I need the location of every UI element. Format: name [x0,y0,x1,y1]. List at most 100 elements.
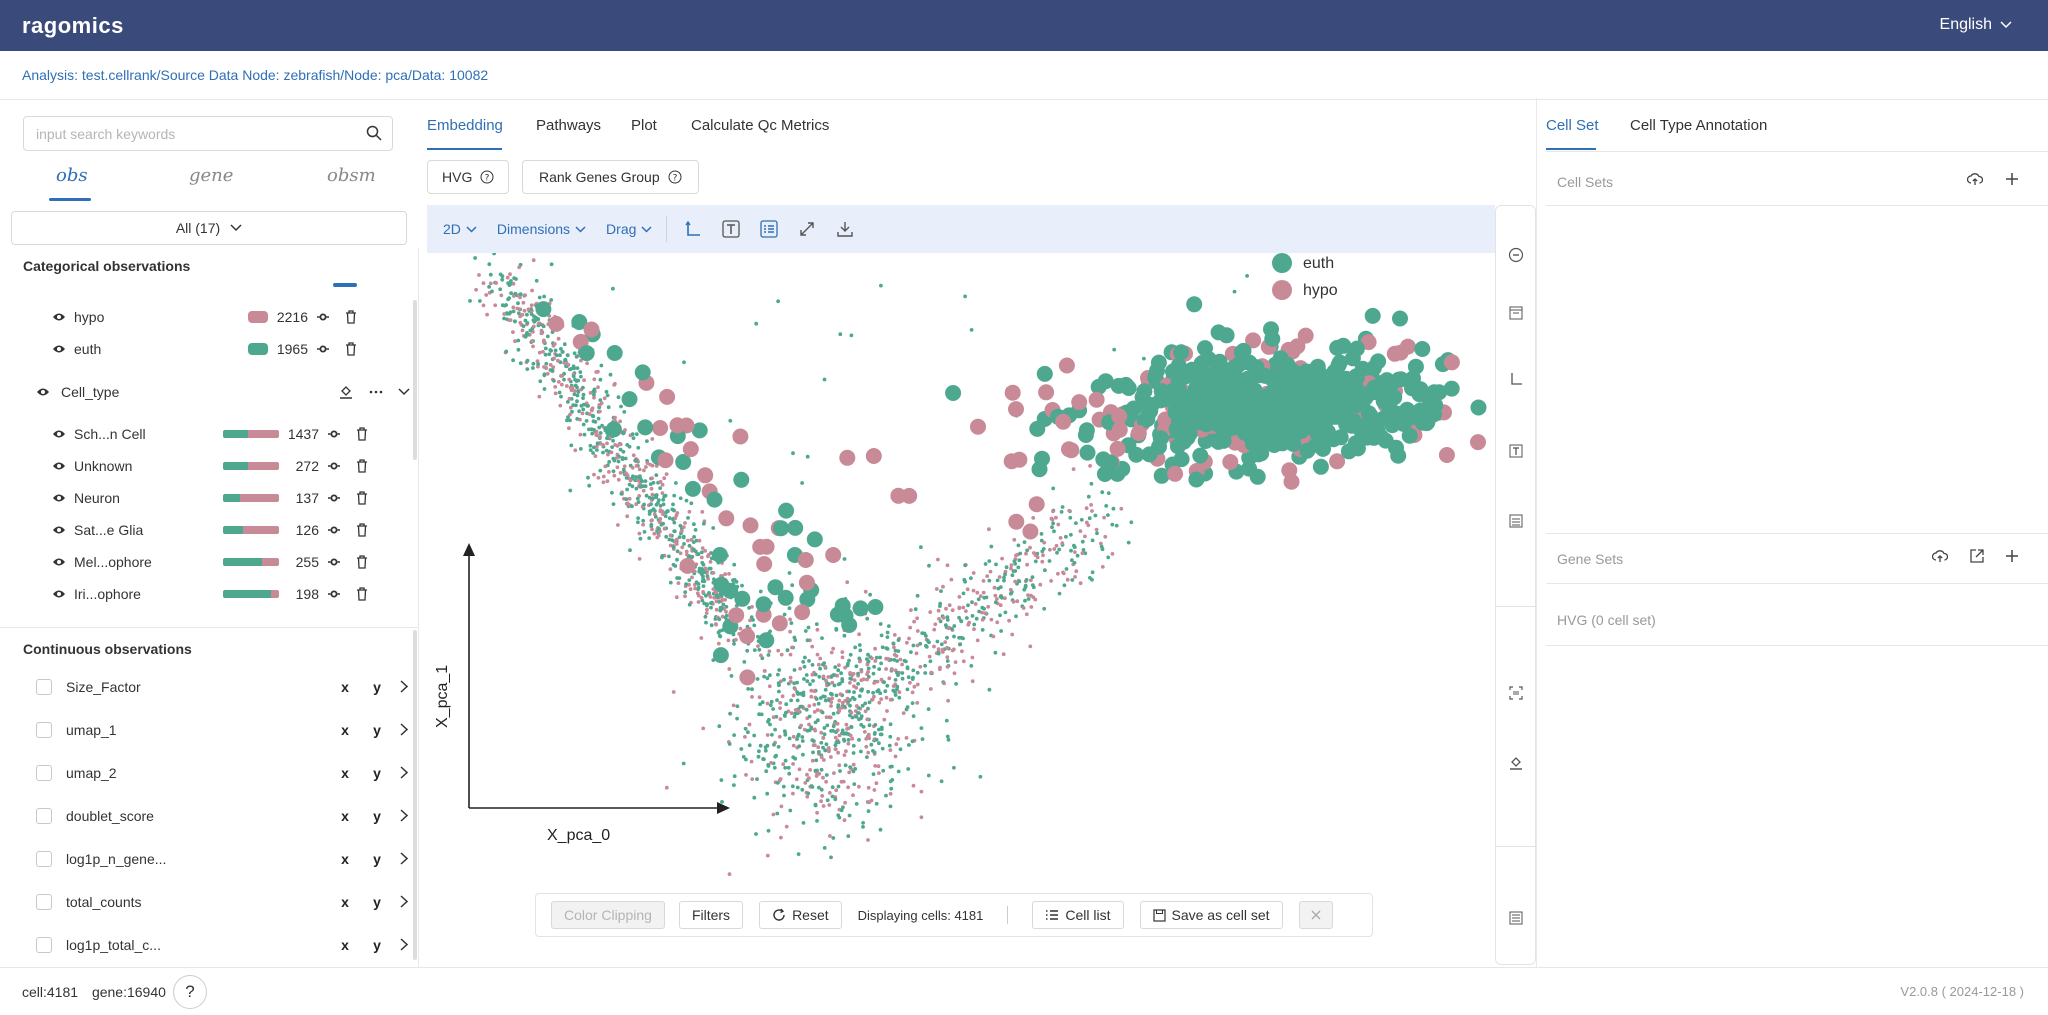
scrollbar[interactable] [413,630,417,960]
locate-icon[interactable] [312,338,334,360]
dimension-mode-dropdown[interactable]: 2D [443,221,477,237]
scrollbar[interactable] [413,300,417,460]
close-button[interactable] [1298,901,1333,929]
cell-type-row[interactable]: Sch...n Cell 1437 [52,418,397,450]
eye-icon[interactable] [52,557,74,567]
upload-cloud-icon[interactable] [1932,549,1948,563]
eye-icon[interactable] [52,493,74,503]
drag-mode-dropdown[interactable]: Drag [606,221,652,237]
continuous-row[interactable]: log1p_total_c... x y [36,923,416,966]
embedding-plot[interactable]: X_pca_0 X_pca_1 euth hypo [427,253,1495,965]
save-cell-set-button[interactable]: Save as cell set [1139,901,1283,929]
set-x-button[interactable]: x [341,764,349,781]
cell-type-row[interactable]: Neuron 137 [52,482,397,514]
more-icon[interactable] [365,381,387,403]
color-swatch[interactable] [248,311,268,323]
locate-icon[interactable] [323,583,345,602]
category-row[interactable]: euth 1965 [52,333,397,365]
eye-icon[interactable] [36,387,58,397]
cell-type-row[interactable]: Mel...ophore 255 [52,546,397,578]
filters-button[interactable]: Filters [678,901,744,929]
trash-icon[interactable] [351,551,373,573]
trash-icon[interactable] [351,455,373,477]
upload-cloud-icon[interactable] [1967,172,1983,186]
legend-icon[interactable] [1505,510,1527,532]
color-swatch[interactable] [248,343,268,355]
paint-bucket-icon[interactable] [335,381,357,403]
cell-type-row[interactable]: Unknown 272 [52,450,397,482]
group-cell-type[interactable]: Cell_type [36,376,416,408]
set-x-button[interactable]: x [341,850,349,867]
rank-genes-group-button[interactable]: Rank Genes Group ? [522,160,699,194]
text-label-icon[interactable] [719,217,743,241]
dimensions-dropdown[interactable]: Dimensions [497,221,586,237]
checkbox[interactable] [36,678,52,695]
legend-swatch-euth[interactable] [1272,253,1292,273]
set-y-button[interactable]: y [373,678,381,695]
checkbox[interactable] [36,893,52,910]
set-x-button[interactable]: x [341,678,349,695]
gene-set-item[interactable]: HVG (0 cell set) [1557,612,1656,628]
set-y-button[interactable]: y [373,893,381,910]
eye-icon[interactable] [52,525,74,535]
eye-icon[interactable] [52,312,74,322]
locate-icon[interactable] [312,306,334,328]
frame-icon[interactable] [1505,302,1527,324]
tab-pathways[interactable]: Pathways [536,117,602,134]
trash-icon[interactable] [351,487,373,509]
continuous-row[interactable]: total_counts x y [36,880,416,923]
chevron-right-icon[interactable] [393,719,415,741]
set-x-button[interactable]: x [341,721,349,738]
locate-icon[interactable] [323,423,345,445]
checkbox[interactable] [36,764,52,781]
tab-calculate-qc-metrics[interactable]: Calculate Qc Metrics [691,117,830,134]
chevron-down-icon[interactable] [393,381,415,403]
tab-gene[interactable]: gene [189,165,234,186]
tab-obsm[interactable]: obsm [327,165,376,186]
fit-view-icon[interactable] [1505,682,1527,704]
tab-embedding[interactable]: Embedding [427,117,503,134]
breadcrumb[interactable]: Analysis: test.cellrank/Source Data Node… [22,67,489,83]
eye-icon[interactable] [52,344,74,354]
paint-bucket-icon[interactable] [1505,752,1527,774]
observation-filter-select[interactable]: All (17) [11,211,407,245]
category-row[interactable]: hypo 2216 [52,301,397,333]
chevron-right-icon[interactable] [393,762,415,784]
chevron-right-icon[interactable] [393,848,415,870]
trash-icon[interactable] [351,423,373,445]
tab-cell-set[interactable]: Cell Set [1546,117,1599,134]
reset-button[interactable]: Reset [759,901,842,929]
cell-list-button[interactable]: Cell list [1032,901,1124,929]
search-icon[interactable] [366,125,382,141]
search-input[interactable] [24,117,344,150]
set-y-button[interactable]: y [373,936,381,953]
axis-icon[interactable] [1505,368,1527,390]
checkbox[interactable] [36,807,52,824]
help-circle-icon[interactable]: ? [668,170,682,184]
continuous-row[interactable]: Size_Factor x y [36,665,416,708]
cell-type-row[interactable]: Sat...e Glia 126 [52,514,397,546]
trash-icon[interactable] [351,519,373,541]
continuous-row[interactable]: doublet_score x y [36,794,416,837]
eye-icon[interactable] [52,589,74,599]
add-gene-set-icon[interactable] [2005,549,2019,563]
trash-icon[interactable] [340,338,362,360]
locate-icon[interactable] [323,455,345,477]
zoom-out-icon[interactable] [1505,244,1527,266]
add-cell-set-icon[interactable] [2005,172,2019,186]
continuous-row[interactable]: log1p_n_gene... x y [36,837,416,880]
locate-icon[interactable] [323,519,345,541]
legend-swatch-hypo[interactable] [1272,280,1292,300]
continuous-row[interactable]: umap_2 x y [36,751,416,794]
set-y-button[interactable]: y [373,807,381,824]
chevron-right-icon[interactable] [393,805,415,827]
trash-icon[interactable] [340,306,362,328]
language-selector[interactable]: English [1940,16,2012,34]
axis-icon[interactable] [681,217,705,241]
set-x-button[interactable]: x [341,893,349,910]
set-x-button[interactable]: x [341,936,349,953]
locate-icon[interactable] [323,551,345,573]
search-box[interactable] [23,116,393,151]
set-y-button[interactable]: y [373,721,381,738]
